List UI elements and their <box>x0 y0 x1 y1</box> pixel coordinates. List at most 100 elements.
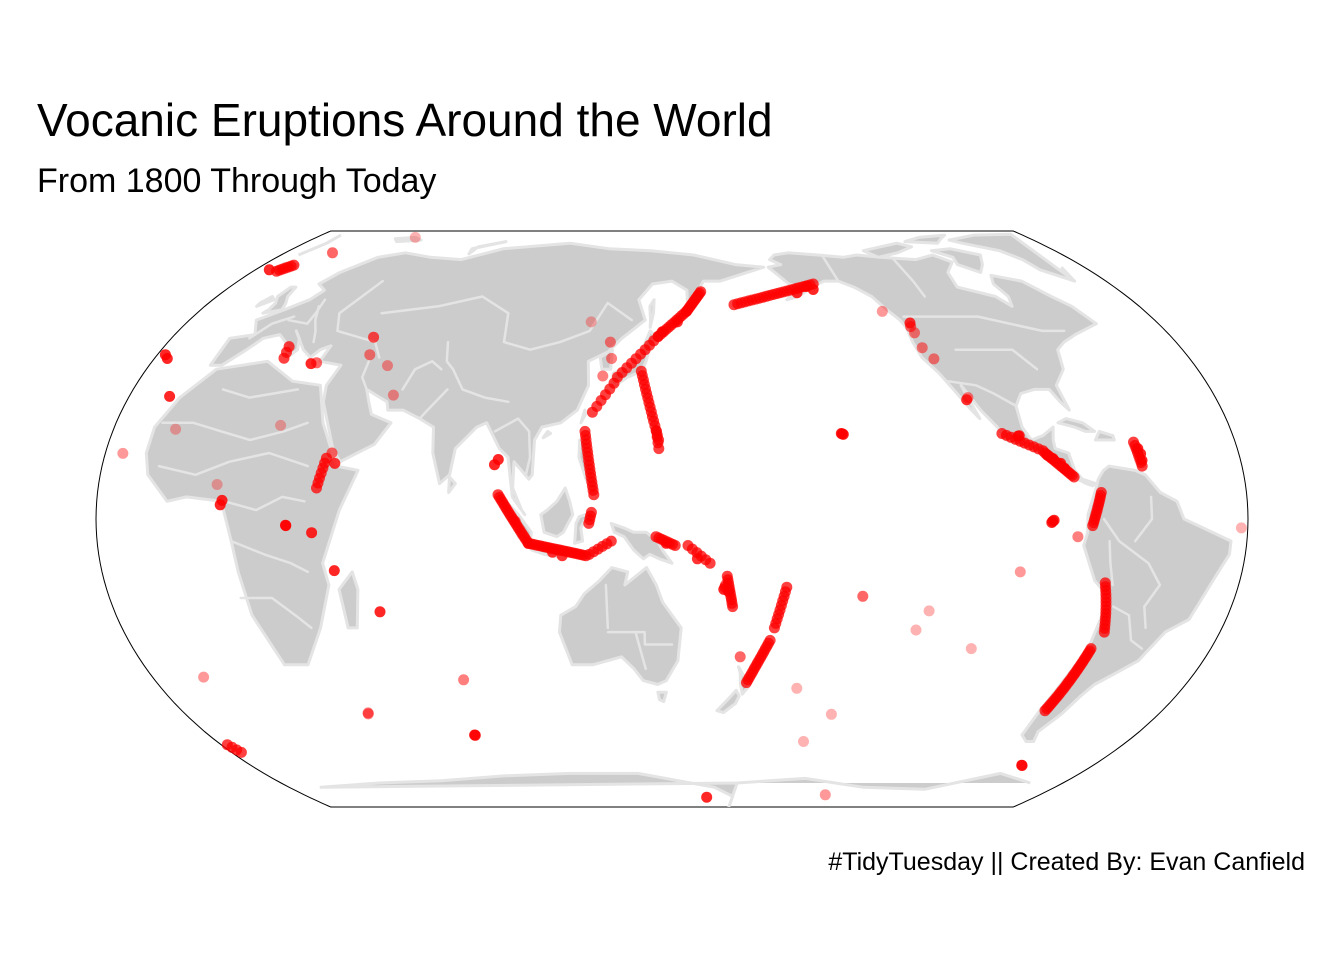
land-shape <box>393 235 423 244</box>
eruption-point <box>280 519 291 531</box>
eruption-point <box>368 331 380 343</box>
eruption-point <box>1014 566 1026 578</box>
eruption-point <box>547 546 558 558</box>
country-border <box>248 315 296 340</box>
eruption-point <box>876 305 888 317</box>
country-border <box>1102 517 1162 630</box>
eruption-point <box>1087 520 1099 532</box>
eruption-point <box>656 326 668 338</box>
land-shape <box>1093 429 1116 442</box>
country-border <box>445 340 510 404</box>
land-shape <box>1056 417 1097 433</box>
eruption-point <box>275 419 287 431</box>
eruption-point <box>791 682 803 694</box>
eruption-point <box>263 264 275 276</box>
eruption-point <box>288 259 300 271</box>
eruption-point <box>362 708 374 720</box>
country-border <box>1112 605 1144 650</box>
map-caption: #TidyTuesday || Created By: Evan Canfiel… <box>828 848 1305 876</box>
eruption-point <box>1068 471 1080 483</box>
eruption-point <box>585 316 597 328</box>
land-shape <box>656 690 668 703</box>
country-borders <box>157 253 1162 671</box>
eruption-point <box>306 527 318 539</box>
land-shape <box>337 570 360 630</box>
eruption-point <box>198 671 210 683</box>
eruption-point <box>605 535 617 547</box>
land-shape <box>903 233 947 245</box>
country-border <box>954 348 1039 371</box>
eruption-point <box>910 624 922 636</box>
eruption-point <box>825 708 837 720</box>
eruption-point <box>117 447 129 459</box>
eruption-point <box>727 601 739 613</box>
eruption-point <box>211 479 223 490</box>
land-shape <box>715 688 741 714</box>
country-border <box>239 596 313 630</box>
country-border <box>360 360 371 391</box>
land-shape <box>539 486 575 539</box>
eruption-point <box>819 789 831 801</box>
eruption-point <box>857 590 869 602</box>
land-shape <box>467 240 508 256</box>
eruption-point <box>216 494 228 506</box>
eruption-point <box>326 447 338 459</box>
eruption-point <box>1048 514 1060 526</box>
map-subtitle: From 1800 Through Today <box>37 162 437 200</box>
eruption-point <box>923 605 935 617</box>
eruption-point <box>1013 430 1025 442</box>
eruption-point <box>909 327 920 339</box>
eruption-point <box>798 736 809 747</box>
country-border <box>606 630 674 646</box>
eruption-point <box>691 553 703 565</box>
country-border <box>493 417 532 477</box>
eruption-point <box>556 550 568 562</box>
land-shape <box>261 285 298 315</box>
eruption-point <box>1072 531 1084 543</box>
eruption-point <box>1235 522 1247 534</box>
eruption-point <box>704 557 716 569</box>
land-shape <box>579 408 587 425</box>
eruption-point <box>791 287 803 299</box>
eruption-point <box>283 341 295 353</box>
eruption-point <box>583 517 595 529</box>
eruption-point <box>1136 454 1148 466</box>
eruption-point <box>1132 443 1144 455</box>
eruption-point <box>597 370 609 382</box>
eruption-point <box>965 643 977 655</box>
country-border <box>604 583 610 630</box>
country-border <box>820 253 840 283</box>
eruption-point <box>329 457 341 469</box>
eruption-point <box>387 389 399 401</box>
eruption-point <box>651 425 662 437</box>
eruption-point <box>1016 760 1028 771</box>
country-border <box>223 495 306 512</box>
land-shape <box>319 771 1031 807</box>
eruption-point <box>311 357 323 369</box>
eruption-point <box>801 281 812 292</box>
eruption-point <box>916 342 928 354</box>
eruption-point <box>489 459 500 471</box>
eruption-point <box>701 791 713 803</box>
eruption-point <box>961 394 973 406</box>
eruption-point <box>311 482 322 494</box>
land-shape <box>766 251 1098 488</box>
country-border <box>902 315 1066 333</box>
country-border <box>892 258 927 298</box>
eruption-point <box>328 565 340 577</box>
eruption-point <box>606 353 618 364</box>
land-shape <box>929 247 984 274</box>
eruption-point <box>327 247 338 259</box>
eruption-point <box>1058 462 1070 474</box>
eruption-point <box>170 423 182 435</box>
land-shape <box>447 475 457 494</box>
country-border <box>157 451 310 477</box>
eruption-point <box>768 622 780 634</box>
eruption-point <box>374 606 386 618</box>
eruption-point <box>1098 626 1110 638</box>
eruption-point <box>469 729 481 741</box>
country-border <box>401 360 443 391</box>
country-border <box>161 421 309 442</box>
eruption-point <box>1039 705 1051 717</box>
country-border <box>287 298 327 325</box>
